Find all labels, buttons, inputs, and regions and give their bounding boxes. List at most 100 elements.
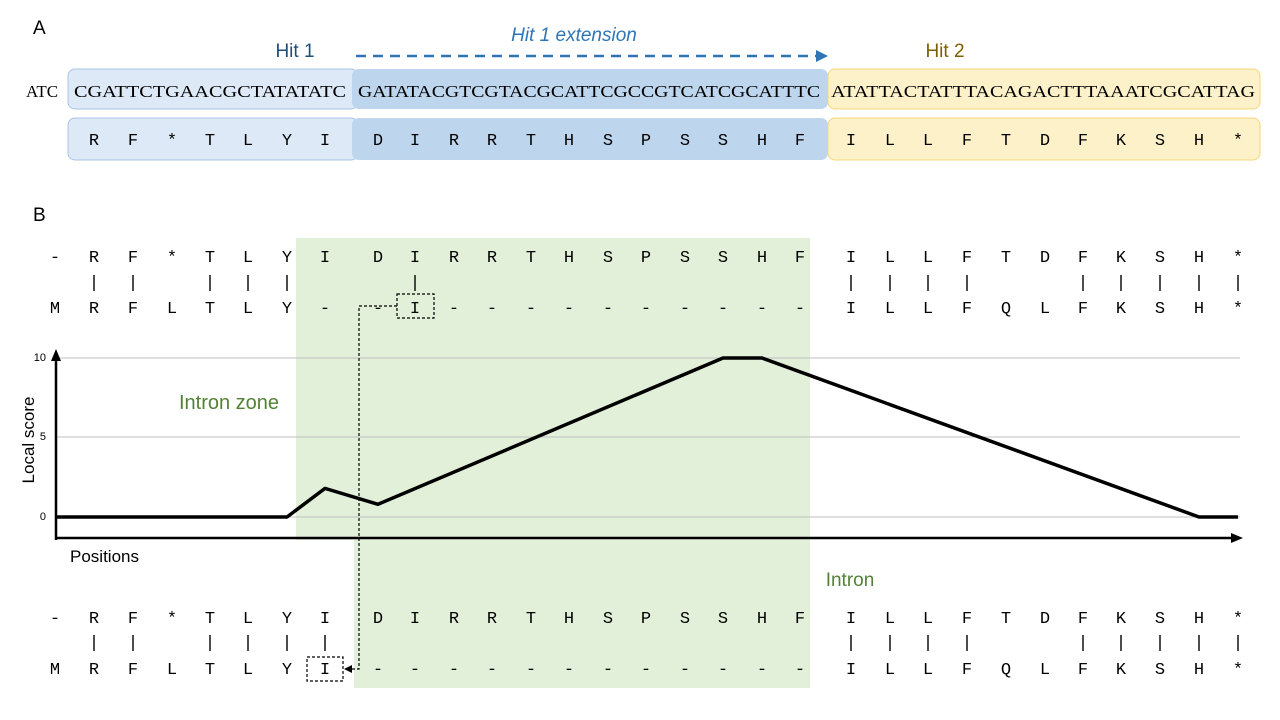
subject-residue: - — [603, 661, 613, 680]
query-residue: L — [923, 610, 933, 629]
subject-residue: I — [846, 661, 856, 680]
extension-aa-box — [352, 118, 828, 160]
subject-residue: - — [449, 300, 459, 319]
dna-hit2-seq: ATATTACTATTTACAGACTTTAAATCGCATTAG — [831, 82, 1255, 101]
query-residue: S — [1155, 610, 1165, 629]
query-residue: R — [487, 249, 497, 268]
subject-residue: - — [410, 661, 420, 680]
intron-area — [354, 540, 810, 688]
aa-residue: S — [680, 132, 690, 151]
subject-residue: L — [923, 661, 933, 680]
query-residue: H — [1194, 610, 1204, 629]
subject-residue: - — [757, 300, 767, 319]
y-tick-10: 10 — [34, 352, 46, 364]
subject-residue: H — [1194, 661, 1204, 680]
aa-residue: H — [757, 132, 767, 151]
subject-residue: - — [449, 661, 459, 680]
subject-residue: F — [962, 300, 972, 319]
subject-residue: - — [680, 300, 690, 319]
subject-residue: F — [128, 661, 138, 680]
subject-residue: - — [526, 661, 536, 680]
subject-residue: L — [167, 661, 177, 680]
local-score-line — [56, 356, 1238, 519]
residue-shift-connector — [344, 305, 397, 673]
aa-residue: F — [1078, 132, 1088, 151]
subject-residue: Y — [282, 300, 292, 319]
query-residue: R — [449, 249, 459, 268]
query-residue: * — [1233, 249, 1243, 268]
intron-zone-label: Intron zone — [179, 392, 279, 414]
aa-residue: H — [1194, 132, 1204, 151]
aa-residue: S — [1155, 132, 1165, 151]
subject-residue: - — [373, 661, 383, 680]
subject-residue: I — [846, 300, 856, 319]
aa-residue: * — [1233, 132, 1243, 151]
query-residue: D — [1040, 249, 1050, 268]
query-residue: S — [680, 610, 690, 629]
query-residue: R — [89, 610, 99, 629]
extension-dna-box — [352, 69, 828, 109]
aa-residue: H — [564, 132, 574, 151]
query-residue: I — [410, 610, 420, 629]
panel-b: B Intron zone Intron 10 5 0 Local score … — [19, 205, 1243, 688]
query-residue: H — [757, 249, 767, 268]
query-residue: I — [320, 249, 330, 268]
query-residue: S — [603, 249, 613, 268]
query-residue: S — [1155, 249, 1165, 268]
aa-residue: T — [1001, 132, 1011, 151]
subject-residue: - — [487, 300, 497, 319]
subject-residue: - — [680, 661, 690, 680]
hit1-extension-arrow — [356, 50, 828, 62]
query-residue: F — [962, 249, 972, 268]
query-residue: R — [449, 610, 459, 629]
query-residue: D — [1040, 610, 1050, 629]
subject-residue: T — [205, 661, 215, 680]
subject-residue: L — [885, 661, 895, 680]
aa-residue: K — [1116, 132, 1127, 151]
subject-residue: F — [1078, 661, 1088, 680]
subject-residue: M — [50, 661, 60, 680]
hit2-aa-box — [827, 117, 1261, 161]
query-residue: K — [1116, 249, 1127, 268]
intron-label: Intron — [826, 570, 875, 591]
subject-residue: * — [1233, 300, 1243, 319]
hit2-label: Hit 2 — [925, 41, 964, 62]
aa-residue: I — [320, 132, 330, 151]
query-residue: H — [757, 610, 767, 629]
subject-residue: L — [1040, 300, 1050, 319]
subject-residue: L — [243, 300, 253, 319]
subject-residue: - — [526, 300, 536, 319]
subject-residue: - — [795, 300, 805, 319]
subject-residue: R — [89, 300, 99, 319]
y-tick-5: 5 — [40, 431, 46, 443]
subject-residue: - — [757, 661, 767, 680]
query-residue: F — [795, 610, 805, 629]
aa-residue: * — [167, 132, 177, 151]
subject-residue: - — [718, 300, 728, 319]
subject-residue: - — [718, 661, 728, 680]
query-residue: F — [1078, 610, 1088, 629]
subject-residue: I — [410, 300, 420, 319]
query-residue: I — [846, 249, 856, 268]
aa-residue: L — [923, 132, 933, 151]
aa-residue: R — [487, 132, 497, 151]
query-residue: L — [923, 249, 933, 268]
query-residue: K — [1116, 610, 1127, 629]
query-residue: - — [50, 249, 60, 268]
subject-residue: I — [320, 661, 330, 680]
query-residue: H — [564, 610, 574, 629]
query-residue: T — [526, 610, 536, 629]
query-residue: T — [1001, 249, 1011, 268]
query-residue: P — [641, 249, 651, 268]
aa-residue: L — [885, 132, 895, 151]
query-residue: F — [795, 249, 805, 268]
intron-zone-area — [296, 238, 810, 540]
aa-residue: P — [641, 132, 651, 151]
query-residue: S — [718, 610, 728, 629]
query-residue: T — [1001, 610, 1011, 629]
query-residue: H — [564, 249, 574, 268]
query-residue: L — [885, 249, 895, 268]
subject-residue: - — [795, 661, 805, 680]
aa-residue: F — [795, 132, 805, 151]
